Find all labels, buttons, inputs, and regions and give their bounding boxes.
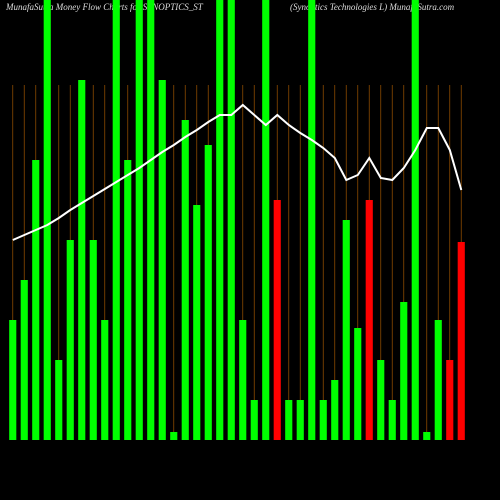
bar [434,320,442,440]
bar [457,242,465,440]
bar [43,0,51,440]
bar [158,80,166,440]
bar [112,0,120,440]
bar [377,360,385,440]
bar [216,0,224,440]
bar [423,432,431,440]
bar [147,0,155,440]
bar [193,205,201,440]
bar [20,280,28,440]
bar [342,220,350,440]
price-line [12,103,463,241]
bar [285,400,293,440]
bar [262,0,270,440]
bar [354,328,362,440]
chart-subtitle: (Synoptics Technologies L) MunafaSutra.c… [290,2,455,12]
bar [227,0,235,440]
bar [411,0,419,440]
bar [101,320,109,440]
bar [331,380,339,440]
bar [89,240,97,440]
bar [204,145,212,440]
bar [66,240,74,440]
bar [388,400,396,440]
bar [78,80,86,440]
chart-title: MunafaSutra Money Flow Charts for SYNOPT… [5,2,204,12]
bar [55,360,63,440]
bar [250,400,258,440]
bar [170,432,178,440]
bar [181,120,189,440]
bar [239,320,247,440]
bar [446,360,454,440]
bar [400,302,408,440]
bar [308,0,316,440]
bar [124,160,132,440]
bar [273,200,281,440]
bar [365,200,373,440]
bar [135,0,143,440]
bar [9,320,17,440]
bar [32,160,40,440]
bar [296,400,304,440]
bar [319,400,327,440]
